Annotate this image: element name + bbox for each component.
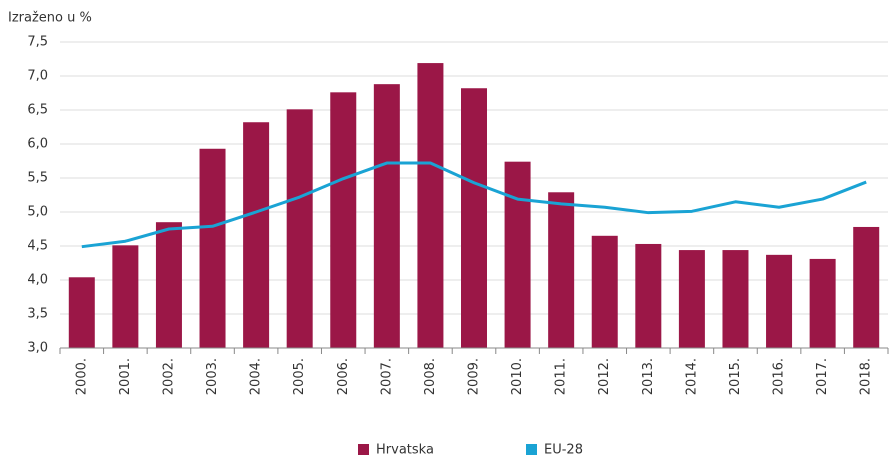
x-tick-label: 2014. (684, 358, 699, 395)
x-tick-label: 2009. (467, 358, 482, 395)
bar (155, 222, 182, 348)
x-tick-label: 2011. (554, 358, 569, 395)
x-tick-label: 2005. (292, 358, 307, 395)
y-tick-label: 7,5 (27, 35, 48, 50)
x-tick-label: 2007. (379, 358, 394, 395)
x-tick-label: 2006. (336, 358, 351, 395)
x-tick-label: 2018. (859, 358, 874, 395)
bar (286, 109, 313, 348)
y-tick-label: 5,0 (27, 205, 48, 220)
legend-label: Hrvatska (376, 443, 434, 458)
x-tick-label: 2015. (728, 358, 743, 395)
x-tick-label: 2008. (423, 358, 438, 395)
y-tick-label: 6,5 (27, 103, 48, 118)
bar (112, 245, 139, 348)
x-tick-label: 2017. (815, 358, 830, 395)
y-tick-label: 5,5 (27, 171, 48, 186)
legend-label: EU-28 (544, 443, 583, 458)
bar (504, 161, 531, 348)
y-axis-label: Izraženo u % (8, 11, 92, 26)
x-tick-label: 2013. (641, 358, 656, 395)
y-tick-label: 7,0 (27, 69, 48, 84)
bar (68, 277, 95, 348)
bar (853, 226, 880, 348)
bar (243, 122, 270, 349)
bar (809, 258, 836, 348)
legend-swatch (526, 444, 537, 455)
x-tick-label: 2010. (510, 358, 525, 395)
bar (548, 192, 575, 348)
y-tick-label: 3,0 (27, 341, 48, 356)
x-tick-label: 2012. (597, 358, 612, 395)
line (81, 161, 867, 249)
x-tick-label: 2001. (118, 358, 133, 395)
x-tick-label: 2002. (161, 358, 176, 395)
bar (417, 63, 444, 349)
legend-swatch (358, 444, 369, 455)
x-tick-label: 2003. (205, 358, 220, 395)
y-tick-label: 4,5 (27, 239, 48, 254)
bar (373, 84, 400, 348)
bar (678, 250, 705, 348)
y-tick-label: 4,0 (27, 273, 48, 288)
bar (766, 254, 793, 348)
x-tick-label: 2004. (249, 358, 264, 395)
bar (722, 250, 749, 348)
x-tick-label: 2016. (772, 358, 787, 395)
bar (330, 92, 357, 348)
y-tick-label: 3,5 (27, 307, 48, 322)
x-tick-label: 2000. (74, 358, 89, 395)
bar (461, 88, 487, 349)
bar (591, 235, 618, 348)
bar (635, 243, 662, 348)
y-tick-label: 6,0 (27, 137, 48, 152)
bar (199, 148, 226, 348)
